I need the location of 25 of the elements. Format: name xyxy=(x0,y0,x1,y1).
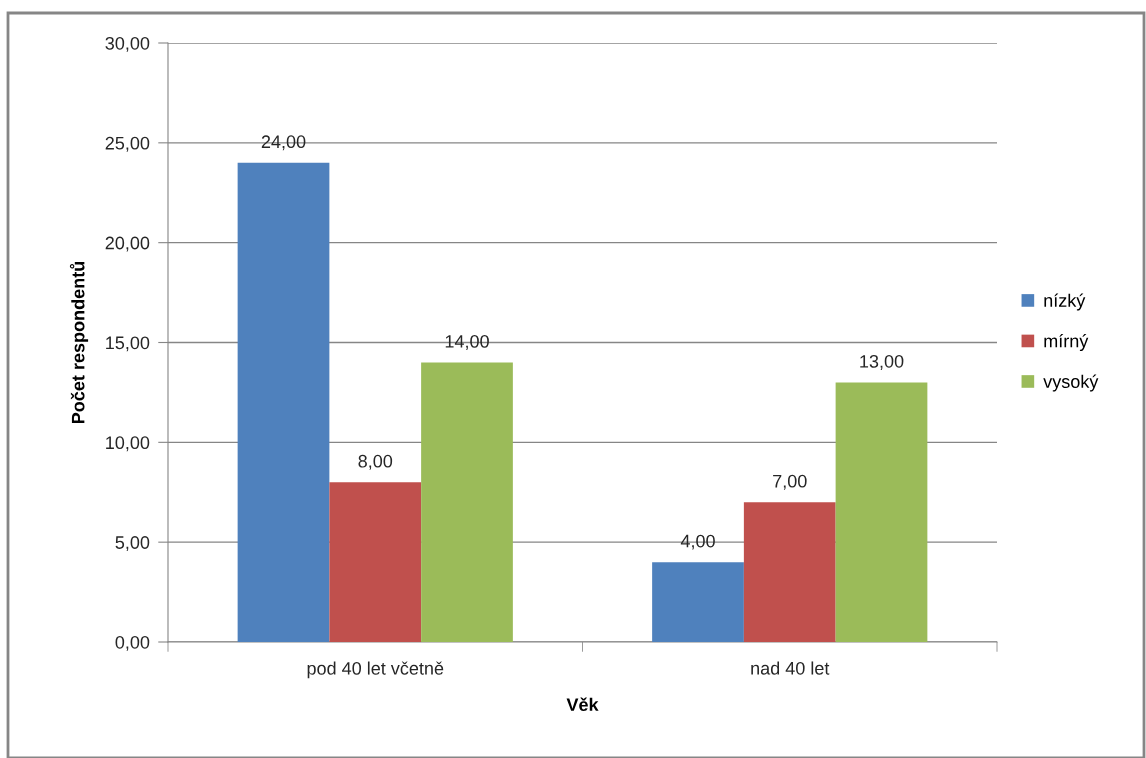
legend-label: mírný xyxy=(1044,333,1089,352)
data-label: 24,00 xyxy=(261,135,306,151)
x-tick-label: pod 40 let včetně xyxy=(307,661,444,679)
legend-label: nízký xyxy=(1044,293,1086,311)
x-tick-label: nad 40 let xyxy=(751,661,830,675)
y-tick-label: 20,00 xyxy=(105,236,150,252)
data-label: 13,00 xyxy=(860,354,904,370)
bar xyxy=(329,482,422,642)
data-label: 8,00 xyxy=(358,454,393,470)
bar xyxy=(835,382,928,642)
y-tick-label: 0,00 xyxy=(115,635,150,651)
data-label: 4,00 xyxy=(680,534,715,550)
y-tick-label: 5,00 xyxy=(115,536,150,552)
legend-label: vysoký xyxy=(1043,374,1099,392)
bar xyxy=(743,502,836,642)
y-axis-title: Počet respondentů xyxy=(69,261,89,424)
bar xyxy=(652,562,744,642)
x-axis-title: Věk xyxy=(566,697,599,712)
bar xyxy=(237,162,330,642)
y-tick-label: 15,00 xyxy=(106,336,150,352)
y-tick-label: 30,00 xyxy=(105,36,150,52)
y-tick-label: 25,00 xyxy=(105,136,150,152)
y-tick-label: 10,00 xyxy=(106,436,150,452)
bar xyxy=(421,362,513,642)
data-label: 7,00 xyxy=(773,474,807,490)
